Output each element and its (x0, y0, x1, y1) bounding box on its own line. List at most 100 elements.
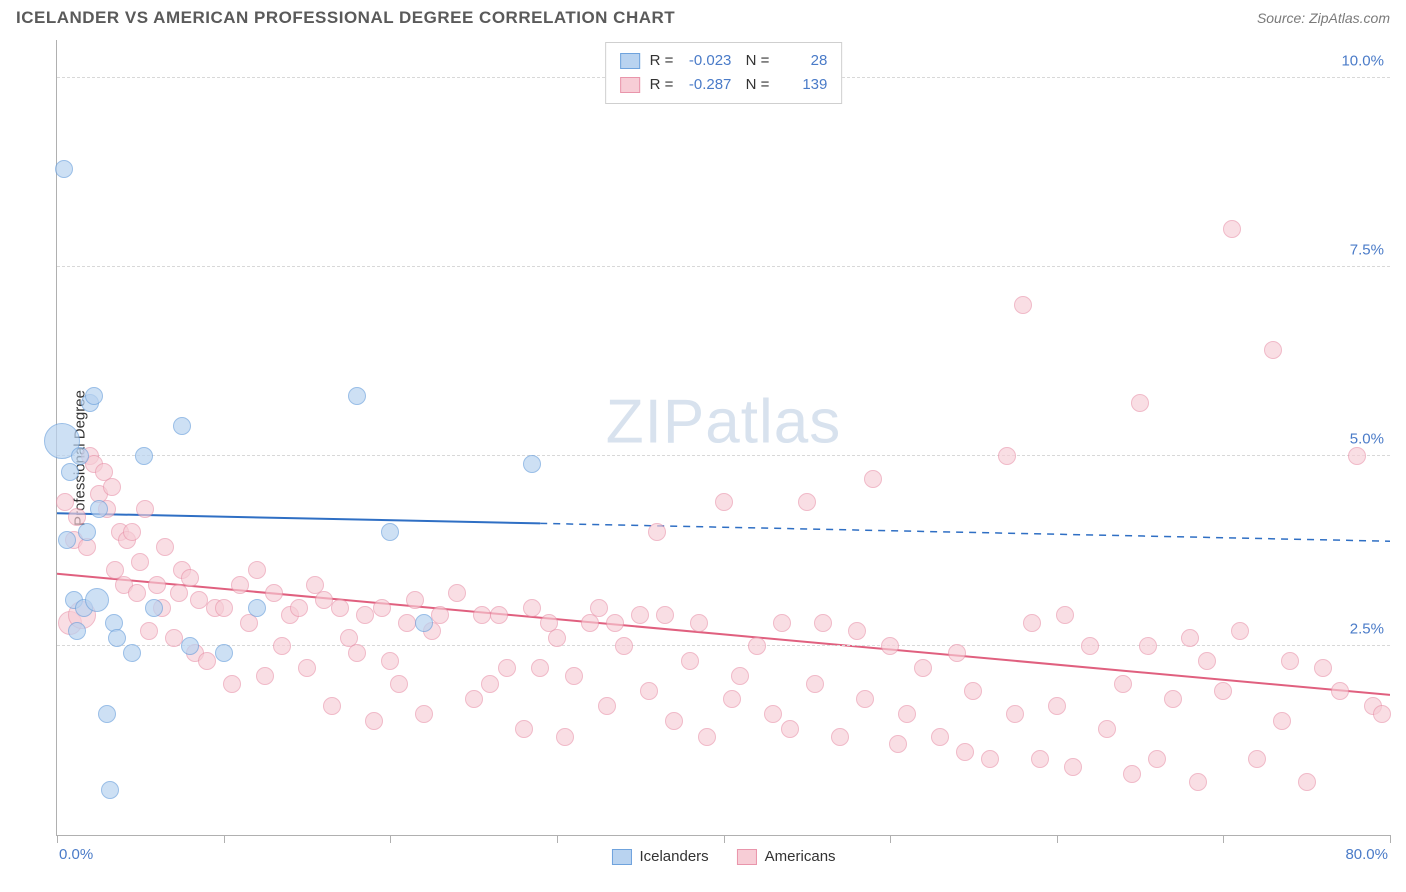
scatter-point-americans (170, 584, 188, 602)
scatter-point-americans (298, 659, 316, 677)
scatter-point-americans (1198, 652, 1216, 670)
y-tick-label: 7.5% (1350, 242, 1384, 259)
scatter-point-americans (1214, 682, 1232, 700)
scatter-point-americans (1131, 394, 1149, 412)
y-tick-label: 5.0% (1350, 431, 1384, 448)
scatter-point-icelanders (248, 599, 266, 617)
plot-region: ZIPatlas R = -0.023 N = 28 R = -0.287 N … (56, 40, 1390, 836)
scatter-point-americans (315, 591, 333, 609)
legend-item-icelanders: Icelanders (611, 848, 708, 865)
scatter-point-americans (814, 614, 832, 632)
scatter-point-icelanders (85, 387, 103, 405)
legend-stats: R = -0.023 N = 28 R = -0.287 N = 139 (605, 42, 843, 104)
stat-n-label: N = (741, 73, 769, 97)
scatter-point-americans (1373, 705, 1391, 723)
scatter-point-americans (373, 599, 391, 617)
scatter-point-americans (490, 606, 508, 624)
scatter-point-icelanders (415, 614, 433, 632)
stat-n-label: N = (741, 49, 769, 73)
scatter-point-americans (948, 644, 966, 662)
scatter-point-americans (665, 712, 683, 730)
scatter-point-icelanders (135, 447, 153, 465)
scatter-point-americans (465, 690, 483, 708)
scatter-point-americans (1114, 675, 1132, 693)
scatter-point-americans (590, 599, 608, 617)
watermark-bold: ZIP (606, 387, 705, 456)
scatter-point-americans (103, 478, 121, 496)
x-tick (890, 835, 891, 843)
scatter-point-americans (1264, 341, 1282, 359)
scatter-point-americans (889, 735, 907, 753)
chart-area: Professional Degree ZIPatlas R = -0.023 … (16, 40, 1390, 876)
scatter-point-americans (1331, 682, 1349, 700)
scatter-point-americans (215, 599, 233, 617)
scatter-point-americans (773, 614, 791, 632)
scatter-point-americans (123, 523, 141, 541)
scatter-point-americans (1064, 758, 1082, 776)
scatter-point-americans (1098, 720, 1116, 738)
legend-row-icelanders: R = -0.023 N = 28 (620, 49, 828, 73)
scatter-point-icelanders (58, 531, 76, 549)
chart-source: Source: ZipAtlas.com (1257, 10, 1390, 26)
scatter-point-americans (931, 728, 949, 746)
scatter-point-americans (1006, 705, 1024, 723)
scatter-point-americans (181, 569, 199, 587)
scatter-point-americans (398, 614, 416, 632)
scatter-point-americans (1139, 637, 1157, 655)
scatter-point-americans (498, 659, 516, 677)
scatter-point-icelanders (90, 500, 108, 518)
scatter-point-icelanders (523, 455, 541, 473)
gridline-h (57, 455, 1390, 456)
scatter-point-americans (515, 720, 533, 738)
watermark: ZIPatlas (606, 386, 841, 457)
x-tick (390, 835, 391, 843)
legend-label-americans: Americans (765, 848, 836, 865)
scatter-point-icelanders (101, 781, 119, 799)
scatter-point-americans (1048, 697, 1066, 715)
scatter-point-americans (431, 606, 449, 624)
scatter-point-americans (165, 629, 183, 647)
scatter-point-icelanders (215, 644, 233, 662)
x-tick (1223, 835, 1224, 843)
scatter-point-americans (831, 728, 849, 746)
scatter-point-americans (1281, 652, 1299, 670)
scatter-point-americans (731, 667, 749, 685)
scatter-point-americans (140, 622, 158, 640)
scatter-point-icelanders (181, 637, 199, 655)
scatter-point-icelanders (98, 705, 116, 723)
scatter-point-americans (656, 606, 674, 624)
scatter-point-americans (748, 637, 766, 655)
scatter-point-icelanders (173, 417, 191, 435)
scatter-point-americans (523, 599, 541, 617)
scatter-point-americans (473, 606, 491, 624)
scatter-point-americans (1181, 629, 1199, 647)
scatter-point-americans (881, 637, 899, 655)
scatter-point-americans (531, 659, 549, 677)
scatter-point-icelanders (108, 629, 126, 647)
stat-r-americans: -0.287 (683, 73, 731, 97)
scatter-point-americans (781, 720, 799, 738)
scatter-point-americans (356, 606, 374, 624)
scatter-point-americans (390, 675, 408, 693)
stat-n-americans: 139 (779, 73, 827, 97)
scatter-point-americans (856, 690, 874, 708)
scatter-point-americans (1189, 773, 1207, 791)
chart-header: ICELANDER VS AMERICAN PROFESSIONAL DEGRE… (0, 0, 1406, 32)
scatter-point-americans (615, 637, 633, 655)
scatter-point-americans (481, 675, 499, 693)
scatter-point-americans (565, 667, 583, 685)
scatter-point-americans (128, 584, 146, 602)
scatter-point-americans (1348, 447, 1366, 465)
scatter-point-icelanders (71, 447, 89, 465)
scatter-point-americans (1031, 750, 1049, 768)
watermark-thin: atlas (705, 387, 841, 456)
scatter-point-icelanders (55, 160, 73, 178)
scatter-point-americans (1231, 622, 1249, 640)
stat-r-label: R = (650, 49, 674, 73)
scatter-point-americans (331, 599, 349, 617)
scatter-point-americans (1314, 659, 1332, 677)
scatter-point-americans (406, 591, 424, 609)
scatter-point-americans (640, 682, 658, 700)
scatter-point-americans (131, 553, 149, 571)
scatter-point-americans (256, 667, 274, 685)
